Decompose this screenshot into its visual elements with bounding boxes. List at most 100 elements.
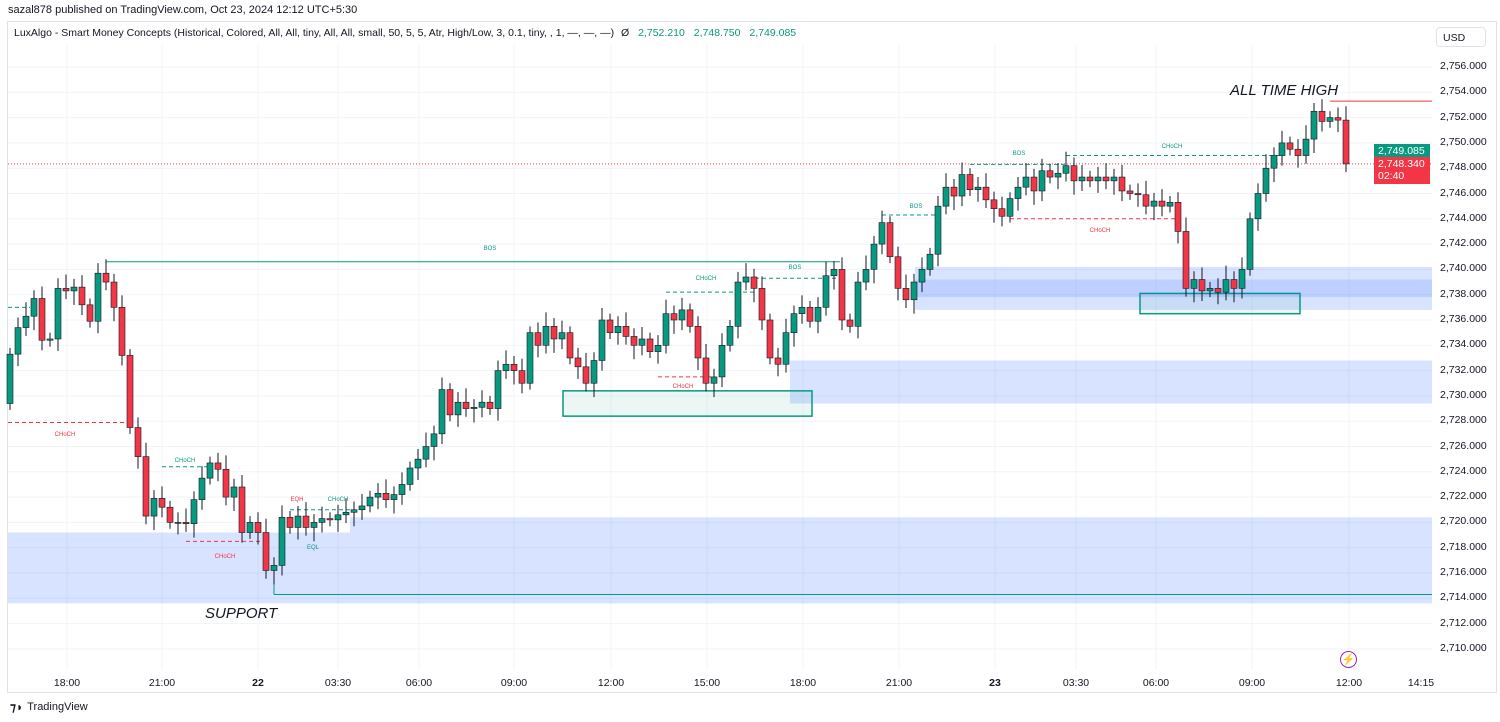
bullish-candle [414, 458, 422, 469]
levels [8, 100, 1432, 596]
bullish-candle [390, 494, 398, 500]
choch-label: CHoCH [672, 384, 694, 390]
support-label: SUPPORT [205, 605, 278, 622]
time-tick: 21:00 [148, 677, 176, 689]
bearish-candle [158, 498, 166, 508]
bullish-candle [246, 522, 254, 533]
bearish-candle [534, 332, 542, 346]
bullish-candle [958, 174, 966, 197]
bearish-candle [326, 518, 334, 521]
indicator-price-label: 2,749.085 [1374, 144, 1430, 158]
choch-label: CHoCH [214, 554, 236, 560]
bullish-candle [662, 313, 670, 346]
currency-button[interactable]: USD [1436, 27, 1486, 47]
bullish-candle [1078, 176, 1086, 182]
bearish-candle [750, 276, 758, 289]
price-tick: 2,724.000 [1440, 464, 1487, 477]
bullish-candle [678, 309, 686, 321]
bearish-candle [1182, 231, 1190, 289]
bearish-candle [118, 307, 126, 356]
price-tick: 2,754.000 [1440, 85, 1487, 98]
time-tick: 06:00 [405, 677, 433, 689]
bullish-candle [718, 344, 726, 378]
bullish-candle [358, 505, 366, 511]
bullish-candle [790, 313, 798, 333]
time-tick: 22 [252, 677, 264, 689]
bearish-candle [766, 319, 774, 359]
bullish-candle [54, 288, 62, 340]
bullish-candle [430, 433, 438, 447]
bearish-candle [606, 319, 614, 333]
bos-label: BOS [909, 204, 923, 210]
bullish-candle [974, 186, 982, 191]
bullish-candle [1302, 138, 1310, 156]
bullish-candle [1310, 110, 1318, 140]
time-tick: 09:00 [1238, 677, 1266, 689]
tradingview-logo[interactable]: ⁊◗ TradingView [10, 700, 88, 714]
eqh-label: EQH [290, 497, 304, 503]
bearish-candle [1118, 176, 1126, 192]
bullish-candle [782, 332, 790, 365]
bullish-candle [374, 493, 382, 498]
last-price-label: 2,748.340 02:40 [1374, 157, 1430, 184]
order-block [562, 390, 813, 417]
time-tick: 12:00 [597, 677, 625, 689]
bearish-candle [462, 401, 470, 409]
bullish-candle [438, 389, 446, 435]
grid [8, 45, 1432, 670]
price-tick: 2,710.000 [1440, 641, 1487, 654]
tradingview-logo-icon: ⁊◗ [10, 700, 24, 714]
bullish-candle [1326, 117, 1334, 122]
bullish-candle [70, 286, 78, 292]
bullish-candle [1206, 288, 1214, 292]
indicator-legend[interactable]: LuxAlgo - Smart Money Concepts (Historic… [14, 27, 796, 39]
bullish-candle [422, 446, 430, 460]
bullish-candle [558, 332, 566, 340]
bullish-candle [710, 376, 718, 384]
bearish-candle [78, 286, 86, 306]
bullish-candle [1190, 279, 1198, 289]
time-tick: 03:30 [324, 677, 352, 689]
bullish-candle [638, 338, 646, 346]
bearish-candle [134, 427, 142, 457]
bullish-candle [334, 514, 342, 521]
price-tick: 2,726.000 [1440, 439, 1487, 452]
bullish-candle [1062, 165, 1070, 174]
bullish-candle [1270, 155, 1278, 169]
bullish-candle [278, 517, 286, 566]
bearish-candle [238, 486, 246, 533]
bearish-candle [1318, 110, 1326, 122]
bearish-candle [1294, 148, 1302, 156]
lightning-icon[interactable]: ⚡ [1340, 651, 1357, 668]
bearish-candle [774, 357, 782, 365]
indicator-value: 2,748.750 [693, 27, 741, 39]
bearish-candle [966, 174, 974, 191]
indicator-name: LuxAlgo - Smart Money Concepts (Historic… [14, 27, 615, 39]
bearish-candle [694, 326, 702, 359]
bullish-candle [454, 401, 462, 416]
choch-label: CHoCH [174, 458, 196, 464]
bos-label: BOS [1012, 151, 1026, 157]
bearish-candle [630, 336, 638, 346]
bearish-candle [486, 401, 494, 409]
bearish-candle [1286, 142, 1294, 150]
price-tick: 2,732.000 [1440, 363, 1487, 376]
bearish-candle [86, 304, 94, 322]
bullish-candle [1110, 176, 1118, 182]
time-tick: 14:15 [1407, 677, 1435, 689]
bullish-candle [1014, 186, 1022, 199]
bullish-candle [814, 307, 822, 322]
price-tick: 2,722.000 [1440, 490, 1487, 503]
published-info: sazal878 published on TradingView.com, O… [8, 4, 358, 16]
bullish-candle [1150, 200, 1158, 207]
bearish-candle [838, 269, 846, 321]
bullish-candle [1222, 279, 1230, 293]
bullish-candle [870, 243, 878, 270]
price-tick: 2,714.000 [1440, 591, 1487, 604]
bullish-candle [502, 363, 510, 371]
bearish-candle [806, 307, 814, 322]
bos-label: BOS [788, 265, 802, 271]
demand-zone [8, 532, 1432, 604]
bearish-candle [702, 357, 710, 384]
